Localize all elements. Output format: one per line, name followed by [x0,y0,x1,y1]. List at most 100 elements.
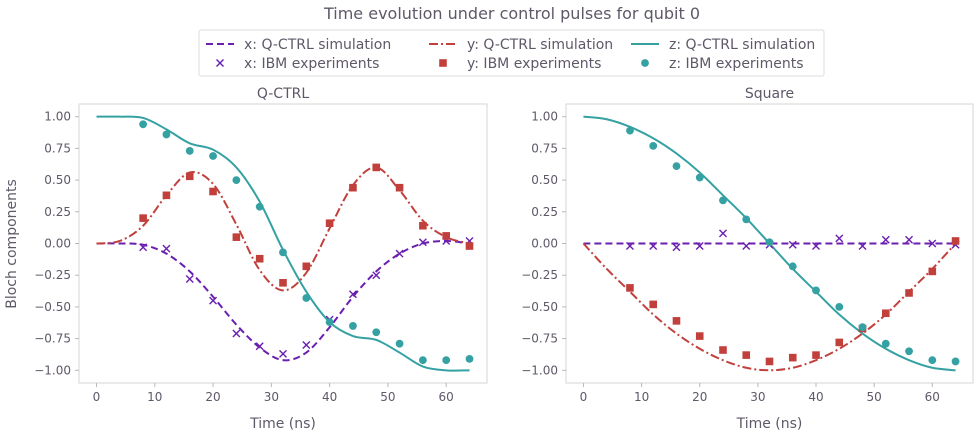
y-axis-label: Bloch components [4,179,20,309]
point-x-experiment [372,271,381,280]
point-z-experiment [788,262,797,271]
point-z-experiment [185,147,194,155]
point-z-experiment [649,141,658,150]
point-z-experiment [465,355,474,363]
point-y-experiment [812,351,820,359]
point-x-experiment [695,242,704,251]
y-tick-label: 1.00 [44,110,71,124]
panel-square: Square Time (ns) 0 10 20 30 40 50 60 1.00 0.75 0.50… [521,86,974,432]
point-z-experiment [881,339,890,348]
panel-title: Square [745,86,794,102]
x-tick-label: 30 [264,390,279,404]
point-x-experiment [302,340,311,349]
x-tick-label: 50 [867,390,882,404]
point-y-experiment [951,237,960,245]
x-tick-label: 20 [205,390,220,404]
legend-label: z: IBM experiments [669,56,803,72]
point-z-experiment [395,339,404,348]
point-x-experiment [625,242,634,251]
y-tick-label: −0.75 [521,332,558,346]
legend-item-y-marker: y: IBM experiments [439,56,601,72]
y-tick-label: 0.00 [531,237,558,251]
y-tick-label: 0.25 [531,205,558,219]
point-z-experiment [255,202,264,211]
point-z-experiment [418,356,427,365]
y-tick-label: 0.75 [44,141,71,155]
point-y-experiment [255,254,264,263]
point-z-experiment [719,196,727,205]
y-tick-label: 1.00 [531,110,558,124]
series-y-simulation [582,242,957,372]
point-x-experiment [858,242,867,251]
point-y-experiment [905,289,913,297]
point-y-experiment [672,317,681,325]
y-tick-label: −0.75 [34,332,71,346]
series-z-simulation [96,115,470,372]
point-y-experiment [788,353,797,362]
point-y-experiment [372,163,381,172]
y-tick-label: −0.50 [521,300,558,314]
x-tick-label: 10 [634,390,649,404]
point-y-experiment [302,262,311,271]
legend-item-z-line: z: Q-CTRL simulation [631,37,815,53]
point-y-experiment [442,232,450,240]
point-x-experiment [279,349,287,358]
point-z-experiment [232,176,241,184]
point-y-experiment [349,183,357,192]
point-x-experiment [209,296,218,305]
point-z-experiment [372,328,381,337]
y-tick-label: 0.50 [44,173,71,187]
legend-item-y-line: y: Q-CTRL simulation [429,37,613,53]
y-tick-label: −0.25 [34,268,71,282]
point-y-experiment [279,279,287,287]
legend-frame [198,29,825,77]
x-tick-label: 40 [322,390,337,404]
point-x-experiment [649,242,658,251]
point-x-experiment [162,244,171,253]
x-axis-label: Time (ns) [249,416,316,432]
point-y-experiment [139,214,147,222]
panel-qctrl: Q-CTRL Time (ns) 0 10 20 30 40 50 60 1.00 0.75 0.50… [34,86,488,432]
point-y-experiment [465,242,474,250]
point-z-experiment [209,152,217,160]
y-tick-label: 0.50 [531,173,558,187]
point-z-experiment [905,347,913,356]
point-z-experiment [858,323,867,332]
legend-item-x-marker: x: IBM experiments [216,56,379,72]
point-y-experiment [162,191,171,200]
x-tick-label: 40 [808,390,823,404]
point-x-experiment [742,242,751,251]
point-y-experiment [626,284,634,292]
point-z-experiment [349,322,357,330]
y-tick-label: 0.75 [531,141,558,155]
x-tick-label: 0 [580,390,588,404]
x-tick-label: 0 [93,390,101,404]
point-y-experiment [765,357,774,366]
y-tick-label: −0.25 [521,268,558,282]
x-tick-label: 60 [439,390,454,404]
legend-label: x: Q-CTRL simulation [244,37,391,53]
point-x-experiment [185,275,194,284]
point-z-experiment [835,303,844,311]
point-y-experiment [419,221,427,230]
legend: x: Q-CTRL simulation y: Q-CTRL simulation… [198,29,825,77]
y-tick-label: −1.00 [521,363,558,377]
point-z-experiment [302,294,311,302]
x-tick-label: 20 [692,390,707,404]
x-tick-label: 60 [925,390,940,404]
x-axis-label: Time (ns) [736,416,803,432]
point-y-experiment [649,300,658,309]
point-y-experiment [881,309,890,318]
point-z-experiment [951,357,960,366]
point-x-experiment [139,243,148,252]
y-tick-label: 0.25 [44,205,71,219]
legend-item-x-line: x: Q-CTRL simulation [206,37,391,53]
point-z-experiment [695,173,704,182]
point-y-experiment [209,187,217,196]
point-x-experiment [255,342,264,351]
legend-marker-swatch [216,59,224,67]
y-tick-label: 0.00 [44,237,71,251]
point-z-experiment [626,126,634,135]
point-y-experiment [742,351,751,359]
point-z-experiment [325,318,334,327]
